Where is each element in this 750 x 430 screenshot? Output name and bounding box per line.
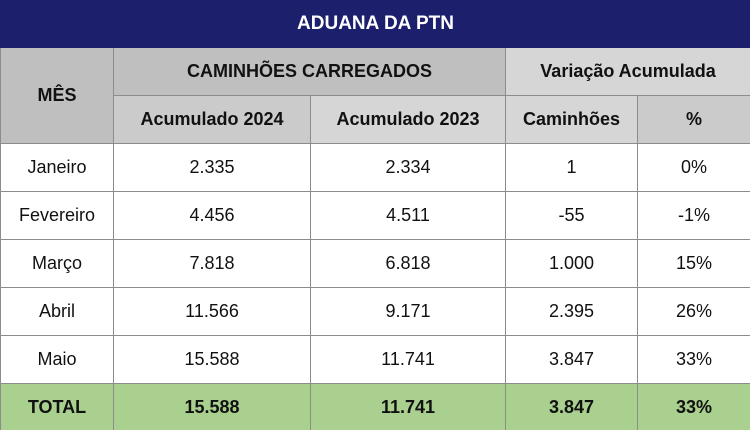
- total-cell: 15.588: [113, 383, 311, 430]
- month-cell: Janeiro: [0, 143, 114, 192]
- month-header: MÊS: [0, 47, 114, 144]
- cell: 2.334: [310, 143, 506, 192]
- total-cell: 11.741: [310, 383, 506, 430]
- cell: 6.818: [310, 239, 506, 288]
- title-row: ADUANA DA PTN: [0, 0, 750, 48]
- cell: -1%: [636, 191, 750, 240]
- cell: 4.456: [113, 191, 311, 240]
- data-row: Abril 11.566 9.171 2.395 26%: [0, 287, 750, 336]
- column-header: Acumulado 2024: [113, 95, 311, 144]
- cell: 4.511: [310, 191, 506, 240]
- cell: 33%: [636, 335, 750, 384]
- total-cell: 3.847: [505, 383, 638, 430]
- table-body: Janeiro 2.335 2.334 1 0% Fevereiro 4.456 4.511-…: [0, 143, 750, 430]
- cell: -55: [505, 191, 638, 240]
- group-header: CAMINHÕES CARREGADOS: [113, 47, 506, 96]
- total-cell: TOTAL: [0, 383, 114, 430]
- cell: 1: [505, 143, 638, 192]
- data-row: Maio 15.588 11.741 3.847 33%: [0, 335, 750, 384]
- column-header: Caminhões: [505, 95, 638, 144]
- cell: 15.588: [113, 335, 311, 384]
- header-row: MÊS CAMINHÕES CARREGADOS Variação Acumul…: [0, 47, 750, 144]
- data-row: Janeiro 2.335 2.334 1 0%: [0, 143, 750, 192]
- total-row: TOTAL 15.588 11.741 3.847 33%: [0, 383, 750, 430]
- cell: 26%: [636, 287, 750, 336]
- cell: 3.847: [505, 335, 638, 384]
- month-cell: Abril: [0, 287, 114, 336]
- cell: 9.171: [310, 287, 506, 336]
- cell: 15%: [636, 239, 750, 288]
- data-row: Março 7.818 6.818 1.000 15%: [0, 239, 750, 288]
- column-header: %: [636, 95, 750, 144]
- group-header: Variação Acumulada: [504, 47, 750, 96]
- total-cell: 33%: [636, 383, 750, 430]
- cell: 2.395: [505, 287, 638, 336]
- subheader-row: Acumulado 2024 Acumulado 2023 Caminhões …: [1, 95, 750, 144]
- column-header: Acumulado 2023: [310, 95, 506, 144]
- cell: 0%: [636, 143, 750, 192]
- cell: 1.000: [505, 239, 638, 288]
- cell: 2.335: [113, 143, 311, 192]
- cell: 11.741: [310, 335, 506, 384]
- table-title: ADUANA DA PTN: [0, 0, 750, 48]
- month-cell: Março: [0, 239, 114, 288]
- month-cell: Fevereiro: [0, 191, 114, 240]
- cell: 7.818: [113, 239, 311, 288]
- data-row: Fevereiro 4.456 4.511 -55 -1%: [0, 191, 750, 240]
- cell: 11.566: [113, 287, 311, 336]
- month-cell: Maio: [0, 335, 114, 384]
